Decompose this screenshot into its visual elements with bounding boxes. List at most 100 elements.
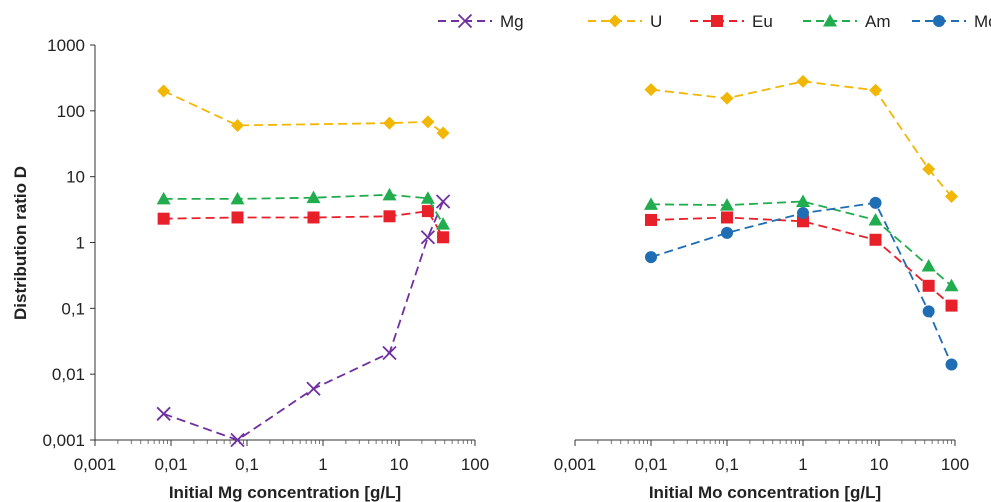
x-tick-label: 10 — [870, 455, 889, 474]
y-tick-label: 0,1 — [61, 299, 85, 318]
legend-item-eu: Eu — [690, 12, 773, 31]
series-eu — [645, 211, 958, 312]
x-tick-label: 0,001 — [74, 455, 117, 474]
legend-label: U — [650, 12, 662, 31]
data-point — [437, 231, 450, 244]
data-point — [435, 194, 451, 209]
x-tick-label: 0,1 — [235, 455, 259, 474]
data-point — [921, 258, 936, 272]
series-line — [163, 210, 444, 238]
series-line — [163, 90, 444, 134]
legend-item-u: U — [588, 12, 662, 31]
series-line — [163, 201, 444, 441]
data-point — [869, 233, 882, 246]
legend-item-mg: Mg — [438, 12, 524, 31]
x-tick-label: 1 — [318, 455, 327, 474]
data-point — [922, 162, 936, 176]
data-point — [156, 406, 171, 421]
data-point — [306, 381, 321, 396]
data-point — [922, 279, 935, 292]
series-line — [163, 193, 444, 225]
legend-item-mo: Mo — [912, 12, 991, 31]
y-axis-title: Distribution ratio D — [11, 166, 30, 320]
series-am — [156, 187, 451, 230]
data-point — [156, 191, 171, 205]
series-line — [650, 80, 953, 198]
legend-label: Mg — [500, 12, 524, 31]
series-mo — [645, 196, 958, 371]
x-tick-label: 100 — [941, 455, 969, 474]
x-tick-label: 0,01 — [634, 455, 667, 474]
series-u — [644, 74, 959, 203]
data-point — [157, 84, 171, 98]
panel-mo: 0,001 0,01 0,1 1 10 100 Initial Mo concentrati… — [554, 74, 969, 502]
x-tick-label: 1 — [798, 455, 807, 474]
legend-item-am: Am — [803, 12, 891, 31]
data-point — [421, 115, 435, 129]
x-tick-label: 0,001 — [554, 455, 597, 474]
y-tick-label: 0,001 — [42, 431, 85, 450]
data-point — [945, 189, 959, 203]
data-point — [869, 196, 882, 209]
data-point — [307, 211, 320, 224]
data-point — [922, 305, 935, 318]
data-point — [945, 358, 958, 371]
legend-label: Am — [865, 12, 891, 31]
data-point — [420, 230, 436, 245]
series-line — [650, 216, 953, 307]
data-point — [436, 217, 451, 230]
data-point — [645, 213, 657, 226]
series-mg — [156, 194, 451, 448]
data-point — [720, 198, 734, 211]
data-point — [945, 299, 958, 312]
data-point — [436, 126, 450, 140]
data-point — [231, 118, 245, 132]
data-point — [231, 211, 244, 224]
data-point — [383, 210, 396, 223]
data-point — [644, 83, 658, 97]
data-point — [944, 278, 959, 292]
data-point — [797, 207, 809, 220]
legend-label: Eu — [752, 12, 773, 31]
data-point — [868, 212, 883, 226]
series-u — [157, 84, 450, 140]
series-am — [644, 194, 959, 292]
x-axis-title: Initial Mg concentration [g/L] — [169, 483, 401, 502]
data-point — [382, 187, 397, 201]
data-point — [230, 191, 245, 205]
legend: Mg U Eu Am Mo — [438, 12, 991, 31]
y-tick-label: 100 — [57, 102, 85, 121]
data-point — [421, 205, 434, 218]
y-tick-label: 1 — [76, 234, 85, 253]
data-point — [230, 432, 245, 448]
series-eu — [157, 205, 450, 244]
data-point — [797, 215, 809, 228]
data-point — [644, 197, 658, 210]
data-point — [720, 91, 734, 105]
x-tick-label: 0,01 — [154, 455, 187, 474]
legend-marker — [457, 13, 473, 29]
data-point — [383, 116, 397, 130]
legend-marker — [711, 15, 723, 27]
data-point — [721, 226, 733, 239]
y-tick-label: 0,01 — [52, 365, 85, 384]
legend-marker — [933, 15, 945, 27]
legend-marker — [608, 14, 622, 28]
data-point — [382, 345, 397, 361]
y-tick-label: 1000 — [47, 36, 85, 55]
x-tick-label: 100 — [461, 455, 489, 474]
data-point — [645, 251, 657, 264]
y-tick-label: 10 — [66, 168, 85, 187]
legend-marker — [823, 14, 837, 27]
data-point — [796, 194, 810, 207]
data-point — [721, 211, 733, 224]
data-point — [306, 190, 321, 204]
x-axis-title: Initial Mo concentration [g/L] — [649, 483, 881, 502]
data-point — [869, 83, 883, 97]
data-point — [796, 74, 810, 88]
x-tick-label: 10 — [390, 455, 409, 474]
data-point — [157, 212, 170, 225]
data-point — [420, 191, 435, 204]
